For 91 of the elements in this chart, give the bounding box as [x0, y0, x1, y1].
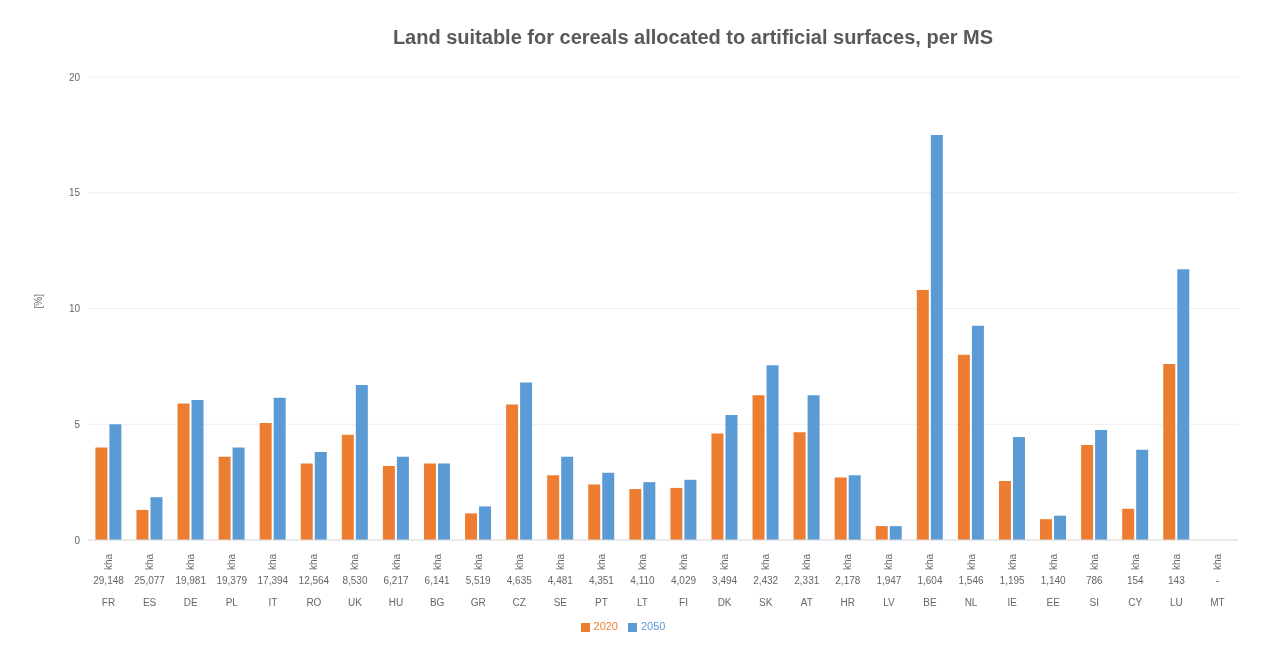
bar [930, 134, 943, 540]
bar [957, 354, 970, 540]
bar [423, 463, 436, 540]
chart-title: Land suitable for cereals allocated to artificial surfaces, per MS [391, 25, 995, 50]
x-tick-label: kha 17,394 IT [257, 553, 289, 608]
bar [1081, 445, 1094, 540]
bar [109, 424, 122, 540]
bar [752, 395, 765, 540]
bar [300, 463, 313, 540]
legend-label: 2020 [593, 620, 618, 632]
x-tick-label: kha 6,217 HU [383, 553, 409, 608]
x-tick-label: kha 19,981 DE [175, 553, 207, 608]
bar [547, 475, 560, 540]
bar [998, 480, 1011, 540]
bar [766, 365, 779, 540]
bar [561, 456, 574, 540]
bar [1177, 269, 1190, 540]
x-tick-label: kha 12,564 RO [298, 553, 330, 608]
x-tick-label: kha 25,077 ES [134, 553, 166, 608]
x-tick-label: kha 4,351 PT [588, 553, 615, 608]
x-tick-label: kha 2,331 AT [794, 553, 820, 608]
bar [643, 482, 656, 540]
bar [520, 382, 533, 540]
bar [1054, 515, 1067, 540]
y-tick-label: 0 [74, 534, 81, 546]
x-tick-label: kha 143 LU [1168, 553, 1186, 608]
x-tick-label: kha 6,141 BG [424, 553, 451, 608]
x-tick-label: kha 4,029 FI [671, 553, 697, 608]
bar [1122, 508, 1135, 540]
x-tick-label: kha - MT [1210, 553, 1225, 608]
bar [629, 489, 642, 540]
x-tick-label: kha 1,546 NL [958, 553, 984, 608]
x-tick-label: kha 4,481 SE [547, 553, 574, 608]
bar [1040, 519, 1053, 540]
x-tick-label: kha 29,148 FR [93, 553, 125, 608]
x-tick-label: kha 1,140 EE [1040, 553, 1067, 608]
bar [382, 465, 395, 540]
bar [150, 497, 163, 540]
bar [670, 487, 683, 540]
bar [355, 384, 368, 540]
bar [259, 423, 272, 540]
x-tick-label: kha 3,494 DK [712, 553, 738, 608]
y-tick-label: 20 [68, 71, 81, 83]
y-axis-title: [%] [32, 293, 44, 309]
bar [1012, 436, 1025, 540]
bar [916, 289, 929, 540]
bar [684, 479, 697, 540]
bar [1163, 364, 1176, 540]
x-tick-label: kha 1,195 IE [999, 553, 1026, 608]
bar [848, 475, 861, 540]
bar [602, 472, 615, 540]
bar [465, 513, 478, 540]
x-tick-label: kha 4,635 CZ [506, 553, 533, 608]
bar [793, 432, 806, 540]
bar [506, 404, 519, 540]
bar [971, 325, 984, 540]
x-tick-label: kha 8,530 UK [342, 553, 368, 608]
bar [1136, 449, 1149, 540]
x-tick-label: kha 4,110 LT [630, 553, 656, 608]
bar [341, 434, 354, 540]
y-tick-label: 5 [74, 418, 81, 430]
bar [588, 484, 601, 540]
bar [725, 414, 738, 540]
y-tick-label: 10 [68, 303, 81, 315]
bar [479, 506, 492, 540]
x-tick-label: kha 786 SI [1085, 553, 1104, 608]
x-tick-label: kha 2,178 HR [835, 553, 861, 608]
bar [273, 397, 286, 540]
bar [437, 463, 450, 540]
bar [218, 456, 231, 540]
y-tick-label: 15 [68, 187, 81, 199]
bar [711, 433, 724, 540]
legend-label: 2050 [641, 620, 666, 632]
bar [834, 477, 847, 540]
bar [232, 447, 245, 540]
bar [177, 403, 190, 540]
x-tick-label: kha 154 CY [1126, 553, 1145, 608]
bar [314, 452, 327, 540]
x-tick-label: kha 19,379 PL [216, 553, 248, 608]
bar [807, 395, 820, 540]
bar [95, 447, 108, 540]
bar [889, 526, 902, 540]
x-tick-label: kha 1,604 BE [917, 553, 943, 608]
bar [396, 456, 409, 540]
bar [1095, 430, 1108, 540]
x-tick-label: kha 1,947 LV [876, 553, 902, 608]
bar [875, 526, 888, 540]
x-tick-label: kha 2,432 SK [753, 553, 779, 608]
bar [191, 399, 204, 540]
x-tick-label: kha 5,519 GR [465, 553, 492, 608]
bar [136, 509, 149, 540]
